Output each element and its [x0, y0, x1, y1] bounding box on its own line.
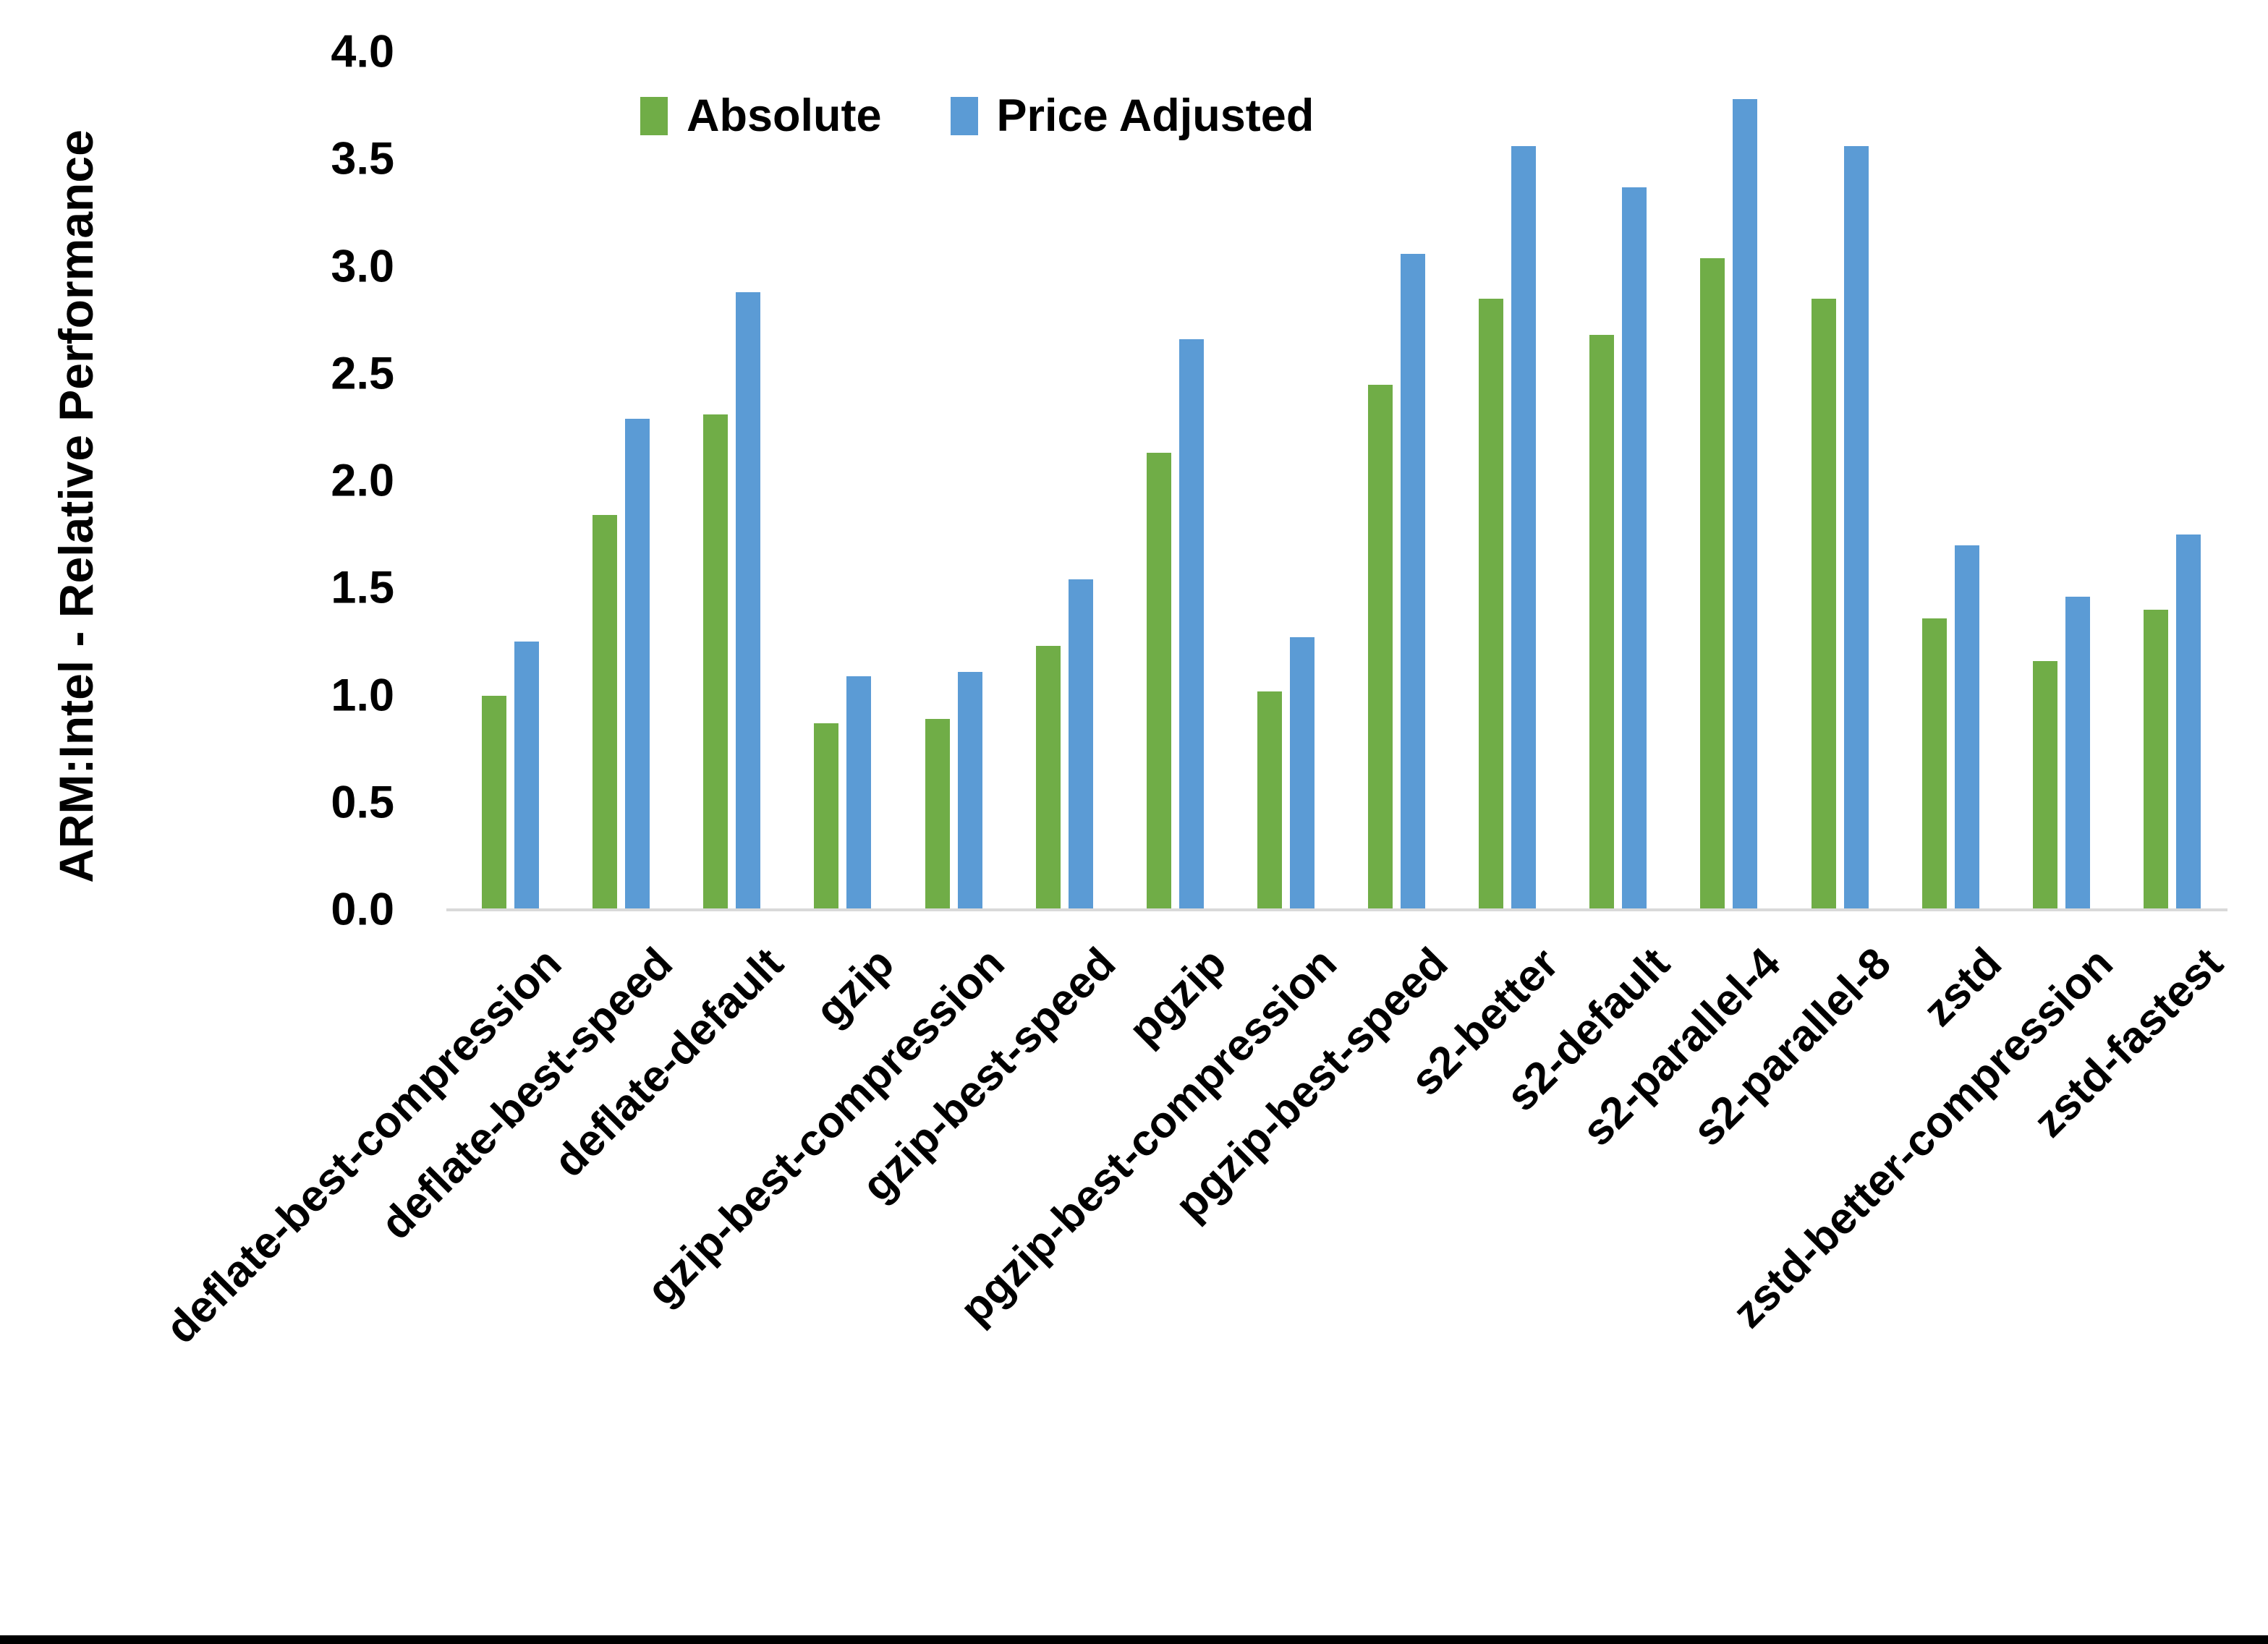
- bar-price-adjusted: [1068, 579, 1093, 910]
- bar-price-adjusted: [1843, 146, 1869, 910]
- y-tick-label: 0.0: [331, 884, 394, 935]
- x-axis-labels: deflate-best-compression deflate-best-spe…: [156, 910, 2233, 1561]
- bar-price-adjusted: [846, 676, 872, 910]
- bar-price-adjusted: [1289, 637, 1314, 910]
- y-axis-tick-labels: 0.0 0.5 1.0 1.5 2.0 2.5 3.0 3.5 4.0: [0, 29, 394, 932]
- plot-area: [455, 52, 2227, 910]
- x-tick-label: gzip: [805, 938, 904, 1036]
- x-tick-label: zstd: [1914, 938, 2011, 1036]
- category-group: [2117, 52, 2227, 910]
- legend-label-price-adjusted: Price Adjusted: [996, 90, 1314, 141]
- y-tick-label: 0.5: [331, 777, 394, 828]
- category-group: [455, 52, 566, 910]
- legend-item-price-adjusted: Price Adjusted: [950, 90, 1314, 142]
- category-group: [566, 52, 676, 910]
- category-group: [1673, 52, 1784, 910]
- bottom-frame-border: [0, 1635, 2268, 1644]
- category-group: [1009, 52, 1120, 910]
- x-axis-line: [446, 908, 2227, 911]
- category-group: [1785, 52, 1895, 910]
- bar-absolute: [1589, 335, 1615, 910]
- bar-absolute: [1146, 453, 1171, 910]
- y-tick-label: 1.0: [331, 670, 394, 720]
- legend: Absolute Price Adjusted: [640, 90, 1314, 142]
- bar-price-adjusted: [736, 292, 761, 910]
- legend-swatch-absolute-icon: [640, 96, 668, 135]
- category-group: [1120, 52, 1231, 910]
- bar-absolute: [1811, 298, 1836, 910]
- bar-absolute: [1257, 691, 1282, 910]
- bar-price-adjusted: [1954, 545, 1979, 910]
- bar-price-adjusted: [1622, 187, 1647, 910]
- bar-absolute: [703, 414, 729, 910]
- category-group: [1452, 52, 1563, 910]
- category-group: [2006, 52, 2117, 910]
- y-tick-label: 1.5: [331, 562, 394, 613]
- bar-price-adjusted: [957, 671, 982, 910]
- y-tick-label: 3.5: [331, 133, 394, 184]
- category-group: [787, 52, 898, 910]
- bar-absolute: [1700, 257, 1725, 910]
- y-tick-label: 3.0: [331, 241, 394, 291]
- bar-price-adjusted: [1401, 253, 1426, 910]
- y-tick-label: 2.5: [331, 348, 394, 399]
- y-tick-label: 4.0: [331, 26, 394, 77]
- legend-swatch-price-adjusted-icon: [950, 96, 978, 135]
- bar-absolute: [593, 515, 618, 910]
- legend-label-absolute: Absolute: [687, 90, 882, 141]
- bar-absolute: [2032, 661, 2057, 910]
- category-group: [676, 52, 787, 910]
- bar-absolute: [925, 719, 950, 910]
- category-group: [899, 52, 1009, 910]
- legend-item-absolute: Absolute: [640, 90, 882, 142]
- bar-price-adjusted: [1178, 339, 1204, 910]
- category-group: [1895, 52, 2006, 910]
- bar-absolute: [1368, 384, 1393, 910]
- bar-price-adjusted: [2175, 534, 2201, 910]
- bar-absolute: [1035, 646, 1061, 910]
- y-tick-label: 2.0: [331, 455, 394, 506]
- bar-price-adjusted: [2065, 597, 2090, 910]
- bar-price-adjusted: [1733, 99, 1758, 910]
- bar-price-adjusted: [514, 642, 540, 910]
- bar-price-adjusted: [625, 419, 650, 910]
- x-tick-label: s2-parallel-8: [1683, 938, 1900, 1156]
- category-group: [1563, 52, 1673, 910]
- bar-absolute: [482, 695, 507, 910]
- category-group: [1341, 52, 1452, 910]
- bar-absolute: [814, 723, 839, 910]
- bar-absolute: [2143, 609, 2168, 910]
- bar-absolute: [1921, 618, 1947, 910]
- category-group: [1231, 52, 1341, 910]
- bar-price-adjusted: [1511, 146, 1537, 910]
- bar-absolute: [1479, 298, 1504, 910]
